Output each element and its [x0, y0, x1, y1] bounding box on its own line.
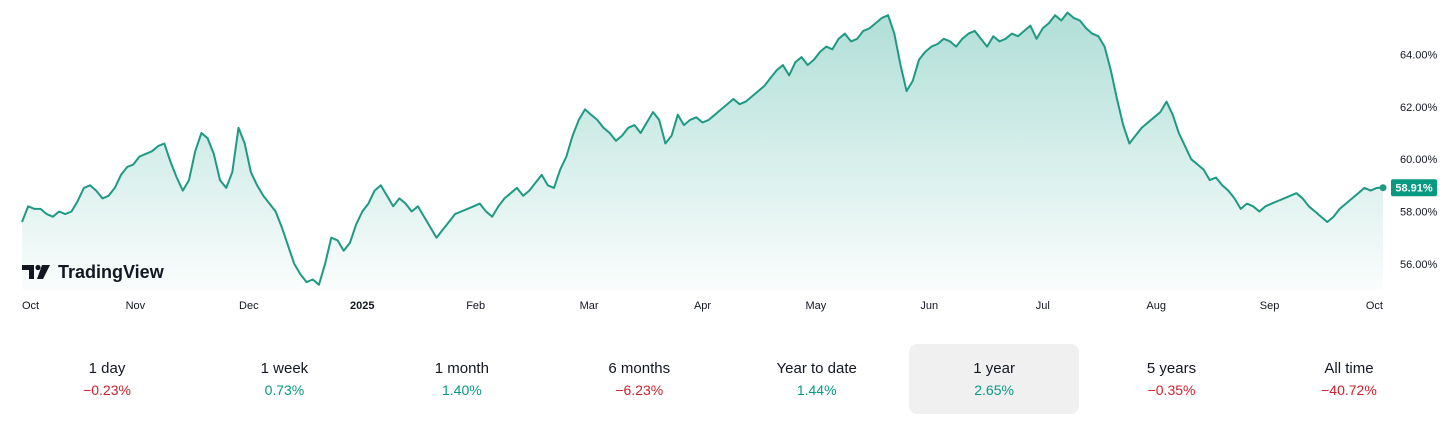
period-change: 0.73%	[264, 382, 305, 398]
last-value-badge	[1391, 179, 1437, 197]
x-tick-label: Apr	[694, 300, 711, 312]
period-change: −40.72%	[1321, 382, 1377, 398]
period-label: 1 week	[260, 360, 309, 377]
x-tick-label: Oct	[1366, 300, 1383, 312]
period-selector: 1 day −0.23% 1 week 0.73% 1 month 1.40% 6 mont…	[22, 344, 1434, 414]
y-tick-label: 56.00%	[1400, 259, 1438, 271]
period-change: 1.40%	[441, 382, 482, 398]
period-change: −0.35%	[1147, 382, 1196, 398]
x-tick-label: Aug	[1146, 300, 1166, 312]
period-label: 1 year	[973, 360, 1015, 377]
period-change: 1.44%	[796, 382, 837, 398]
last-value-dot	[1379, 184, 1387, 192]
period-label: All time	[1324, 360, 1374, 377]
period-change: 2.65%	[974, 382, 1014, 398]
period-button[interactable]: 1 week 0.73%	[199, 344, 369, 414]
period-button[interactable]: 5 years −0.35%	[1087, 344, 1257, 414]
period-button[interactable]: All time −40.72%	[1264, 344, 1434, 414]
x-axis: Oct Nov Dec 2025 Feb Mar Apr May Jun Jul Aug Sep Oct	[22, 300, 1383, 312]
period-button[interactable]: 1 month 1.40%	[377, 344, 547, 414]
period-label: 1 month	[434, 360, 489, 377]
series-line	[21, 11, 1384, 286]
area-fill	[22, 12, 1383, 290]
price-chart[interactable]: 56.00% 58.00% 60.00% 62.00% 64.00% Oct Nov Dec…	[0, 0, 1456, 330]
y-axis: 56.00% 58.00% 60.00% 62.00% 64.00%	[1400, 50, 1438, 271]
period-button[interactable]: 1 day −0.23%	[22, 344, 192, 414]
y-tick-label: 60.00%	[1400, 154, 1438, 166]
period-label: 6 months	[608, 360, 671, 377]
period-label: 1 day	[88, 360, 126, 377]
x-tick-label: Mar	[580, 300, 599, 312]
x-tick-label: Jun	[920, 300, 938, 312]
period-change: −0.23%	[83, 382, 131, 398]
y-tick-label: 64.00%	[1400, 50, 1438, 62]
period-label: Year to date	[776, 360, 857, 377]
x-tick-label: Feb	[466, 300, 485, 312]
x-tick-label: May	[806, 300, 827, 312]
y-tick-label: 62.00%	[1400, 102, 1438, 114]
period-change: −6.23%	[615, 382, 664, 398]
last-value-label: 58.91%	[1395, 183, 1433, 195]
period-button[interactable]: 1 year 2.65%	[909, 344, 1080, 414]
x-tick-label: Sep	[1260, 300, 1280, 312]
tradingview-logo-icon	[22, 264, 50, 279]
y-tick-label: 58.00%	[1400, 207, 1438, 219]
period-button[interactable]: 6 months −6.23%	[554, 344, 724, 414]
x-tick-label: Oct	[22, 300, 39, 312]
x-tick-label: Dec	[239, 300, 259, 312]
period-label: 5 years	[1146, 360, 1197, 377]
x-tick-label: 2025	[350, 300, 374, 312]
last-value-marker: 58.91%	[1379, 179, 1437, 197]
x-tick-label: Jul	[1036, 300, 1050, 312]
tradingview-logo[interactable]: TradingView	[22, 262, 165, 282]
brand-name: TradingView	[58, 262, 165, 282]
x-tick-label: Nov	[126, 300, 146, 312]
period-button[interactable]: Year to date 1.44%	[732, 344, 902, 414]
